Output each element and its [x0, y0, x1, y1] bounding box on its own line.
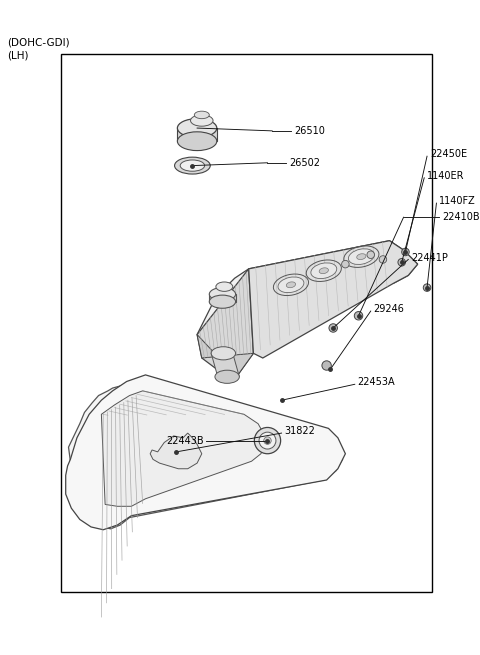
Text: 26510: 26510 — [294, 126, 324, 136]
Circle shape — [379, 255, 387, 263]
Circle shape — [259, 432, 276, 449]
Polygon shape — [249, 240, 418, 358]
Ellipse shape — [209, 295, 236, 309]
Polygon shape — [197, 335, 253, 377]
Text: 26502: 26502 — [289, 158, 320, 168]
Circle shape — [342, 261, 349, 268]
Ellipse shape — [319, 268, 328, 274]
Ellipse shape — [209, 288, 236, 301]
Text: 22450E: 22450E — [430, 149, 467, 159]
Text: 22453A: 22453A — [358, 377, 395, 387]
Text: (DOHC-GDI): (DOHC-GDI) — [8, 37, 70, 47]
Ellipse shape — [180, 160, 204, 171]
Text: (LH): (LH) — [8, 50, 29, 60]
Ellipse shape — [178, 132, 217, 151]
Ellipse shape — [278, 277, 304, 293]
Circle shape — [322, 361, 331, 370]
Ellipse shape — [194, 111, 209, 119]
Circle shape — [264, 437, 271, 444]
Polygon shape — [101, 391, 267, 506]
Ellipse shape — [191, 115, 213, 126]
Ellipse shape — [348, 249, 374, 265]
Polygon shape — [197, 240, 418, 335]
Polygon shape — [211, 353, 240, 377]
Text: 22410B: 22410B — [442, 212, 480, 222]
Ellipse shape — [211, 346, 236, 360]
Circle shape — [402, 248, 409, 255]
Polygon shape — [66, 375, 346, 530]
Polygon shape — [150, 433, 202, 469]
Circle shape — [398, 259, 406, 266]
Circle shape — [329, 324, 337, 332]
Ellipse shape — [178, 119, 217, 138]
Polygon shape — [69, 379, 343, 529]
Text: 22443B: 22443B — [166, 436, 204, 445]
Ellipse shape — [287, 282, 296, 288]
Bar — [61, 54, 432, 592]
Circle shape — [423, 284, 431, 291]
Ellipse shape — [311, 263, 337, 278]
Ellipse shape — [357, 253, 366, 259]
Text: 1140ER: 1140ER — [427, 171, 465, 181]
Polygon shape — [178, 128, 217, 141]
Text: 1140FZ: 1140FZ — [439, 196, 476, 206]
Ellipse shape — [215, 370, 240, 383]
Polygon shape — [197, 269, 253, 377]
Text: 31822: 31822 — [284, 426, 315, 436]
Circle shape — [367, 251, 374, 259]
Text: 22441P: 22441P — [411, 253, 448, 263]
Circle shape — [354, 312, 363, 320]
Circle shape — [254, 428, 281, 454]
Ellipse shape — [175, 157, 210, 174]
Text: 29246: 29246 — [373, 304, 405, 314]
Polygon shape — [209, 294, 236, 302]
Ellipse shape — [216, 282, 233, 291]
